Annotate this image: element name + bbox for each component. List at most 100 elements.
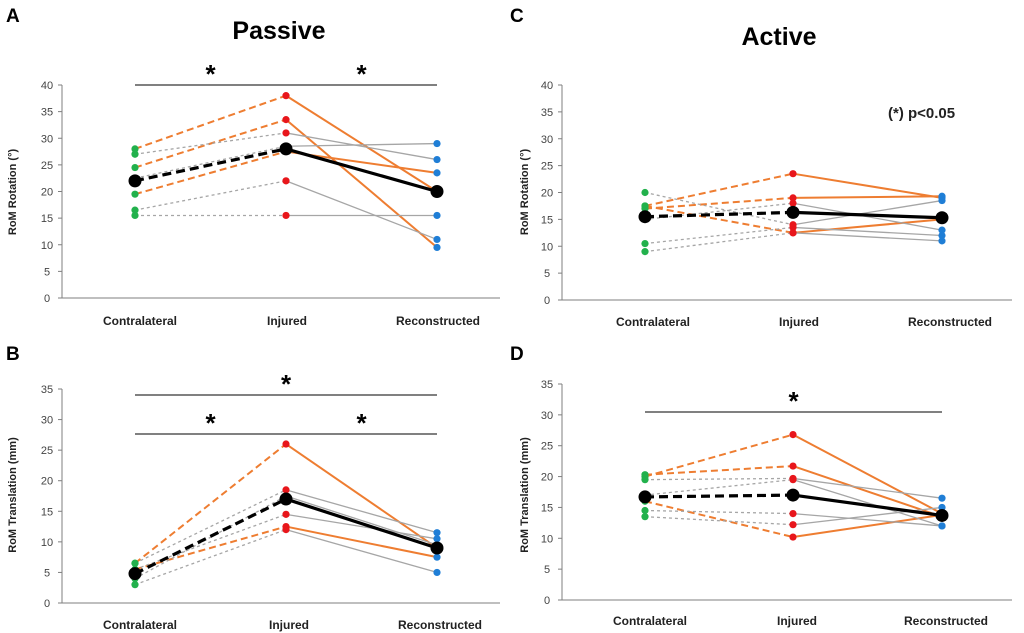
y-tick-label: 25	[541, 441, 553, 453]
point-injured	[789, 509, 797, 518]
mean-segment-dashed	[644, 493, 794, 499]
point-reconstructed	[433, 535, 441, 543]
y-tick-label: 15	[41, 213, 53, 225]
xticks-c: Contralateral Injured Reconstructed	[616, 315, 992, 329]
y-tick-label: 30	[541, 134, 553, 146]
series-segment-solid	[792, 433, 943, 515]
y-tick-label: 35	[41, 107, 53, 119]
significance-star: *	[281, 369, 292, 399]
y-tick-label: 15	[541, 502, 553, 514]
mean-segment-solid	[792, 210, 943, 220]
point-contralateral	[641, 239, 649, 248]
mean-point	[638, 210, 652, 224]
series-segment-dashed	[134, 495, 287, 580]
mean-point	[279, 492, 293, 506]
series-segment-dashed	[134, 525, 287, 571]
series-segment-dashed	[644, 500, 794, 539]
plot-panel-b: 0 5 10 15 20 25 30 35 * * *	[41, 369, 500, 610]
y-tick-label: 30	[41, 133, 53, 145]
series-segment-solid	[792, 199, 943, 226]
series-segment-dashed	[644, 202, 794, 221]
y-tick-label: 0	[44, 598, 50, 610]
series-segment-solid	[285, 489, 438, 534]
series-segment-dashed	[644, 516, 794, 526]
plot-panel-a: 0 5 10 15 20 25 30 35 40 * *	[41, 59, 500, 305]
y-tick-label: 35	[41, 384, 53, 396]
xtick-label: Contralateral	[103, 618, 177, 632]
point-injured	[789, 194, 797, 202]
y-tick-label: 20	[541, 188, 553, 200]
panel-letter-d: D	[510, 344, 524, 365]
series-segment-solid	[792, 218, 943, 234]
series-segment-dashed	[134, 132, 287, 155]
point-injured	[789, 229, 797, 237]
series-segment-dashed	[644, 172, 794, 207]
y-tick-label: 5	[544, 564, 550, 576]
y-tick-label: 40	[541, 80, 553, 92]
panel-letter-a: A	[6, 6, 20, 27]
ylabel-d: RoM Translation (mm)	[519, 437, 531, 553]
xtick-label: Injured	[777, 614, 817, 628]
point-contralateral	[131, 581, 139, 589]
series-segment-solid	[285, 525, 438, 559]
point-reconstructed	[433, 139, 441, 148]
mean-point	[430, 541, 444, 555]
y-tick-label: 40	[41, 80, 53, 92]
point-reconstructed	[938, 237, 946, 245]
xtick-label: Reconstructed	[904, 614, 988, 628]
mean-segment-dashed	[134, 497, 287, 576]
significance-star: *	[205, 408, 216, 438]
mean-segment-solid	[285, 497, 438, 550]
point-reconstructed	[433, 169, 441, 177]
point-contralateral	[131, 190, 139, 198]
y-tick-label: 5	[544, 268, 550, 280]
series-segment-solid	[792, 513, 943, 539]
series-segment-dashed	[644, 226, 794, 245]
point-reconstructed	[433, 211, 441, 220]
point-contralateral	[131, 163, 139, 172]
series-segment-solid	[792, 172, 943, 199]
point-contralateral	[641, 476, 649, 484]
series-segment-solid	[285, 94, 438, 193]
point-injured	[789, 199, 797, 207]
xtick-label: Contralateral	[613, 614, 687, 628]
point-reconstructed	[938, 494, 946, 502]
mean-segment-solid	[792, 493, 943, 518]
point-contralateral	[131, 559, 139, 567]
xtick-label: Contralateral	[616, 315, 690, 329]
point-contralateral	[131, 211, 139, 220]
point-contralateral	[641, 471, 649, 479]
y-tick-label: 5	[44, 567, 50, 579]
xticks-a: Contralateral Injured Reconstructed	[103, 314, 480, 328]
series-segment-solid	[285, 495, 438, 546]
y-tick-label: 25	[41, 160, 53, 172]
point-injured	[282, 440, 290, 448]
y-tick-label: 10	[541, 241, 553, 253]
mean-segment-solid	[285, 147, 438, 194]
series-segment-solid	[792, 226, 943, 237]
y-tick-label: 10	[41, 537, 53, 549]
y-tick-label: 15	[41, 506, 53, 518]
point-contralateral	[131, 206, 139, 214]
point-injured	[282, 129, 290, 137]
y-tick-label: 35	[541, 379, 553, 391]
mean-point	[638, 490, 652, 504]
xtick-label: Reconstructed	[396, 314, 480, 328]
point-injured	[282, 116, 290, 124]
significance-star: *	[205, 59, 216, 89]
mean-point	[935, 508, 949, 522]
point-reconstructed	[938, 196, 946, 205]
point-injured	[789, 476, 797, 484]
y-tick-label: 30	[541, 410, 553, 422]
xtick-label: Reconstructed	[908, 315, 992, 329]
y-tick-label: 25	[541, 161, 553, 173]
series-segment-dashed	[644, 232, 794, 253]
series-segment-dashed	[644, 509, 794, 515]
ylabel-b: RoM Translation (mm)	[7, 437, 19, 553]
series-segment-dashed	[644, 433, 794, 478]
xtick-label: Injured	[269, 618, 309, 632]
point-reconstructed	[938, 522, 946, 530]
y-tick-label: 30	[41, 415, 53, 427]
series-segment-dashed	[644, 479, 794, 496]
